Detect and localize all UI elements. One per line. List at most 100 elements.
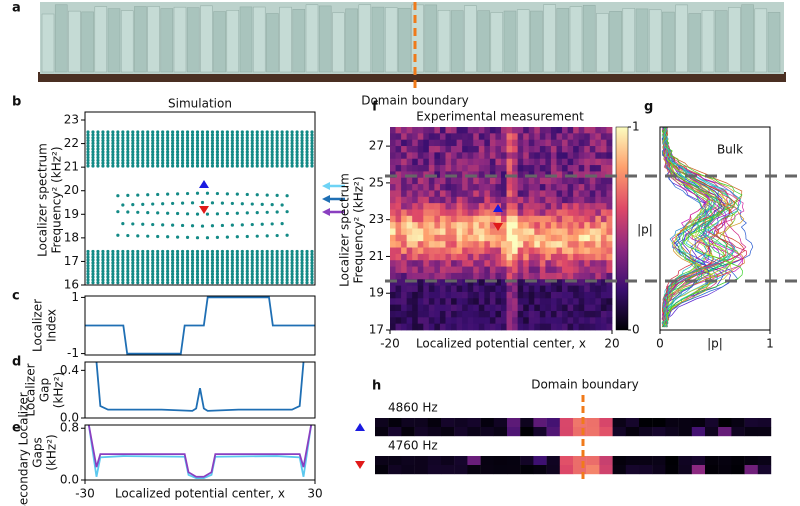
strip-cell bbox=[507, 465, 521, 475]
heat-cell bbox=[545, 247, 552, 255]
dot bbox=[166, 272, 170, 276]
dot bbox=[106, 261, 110, 265]
heat-cell bbox=[417, 203, 424, 210]
heat-cell bbox=[445, 298, 452, 306]
heat-cell bbox=[417, 152, 424, 160]
dot bbox=[290, 261, 294, 265]
dot bbox=[141, 150, 145, 154]
heat-cell bbox=[473, 209, 480, 217]
dot bbox=[245, 138, 249, 143]
dot bbox=[86, 133, 90, 137]
dot bbox=[255, 153, 259, 157]
heat-cell bbox=[451, 291, 457, 299]
photo-block bbox=[662, 11, 675, 73]
heat-cell bbox=[484, 152, 491, 160]
y-axis-label: Secondary Localizer bbox=[17, 392, 31, 506]
heat-cell bbox=[606, 165, 613, 172]
heat-cell bbox=[606, 146, 613, 153]
y-tick-label: 16 bbox=[64, 278, 79, 292]
strip-cell bbox=[520, 427, 534, 437]
heat-cell bbox=[545, 279, 552, 286]
dot bbox=[270, 147, 274, 151]
heat-cell bbox=[550, 266, 557, 274]
dot bbox=[280, 153, 284, 157]
photo-block bbox=[503, 10, 517, 73]
dot bbox=[190, 136, 195, 140]
heat-cell bbox=[600, 310, 607, 318]
heat-cell bbox=[473, 323, 480, 331]
heat-cell bbox=[534, 146, 541, 153]
dot bbox=[86, 147, 90, 151]
dot bbox=[250, 144, 254, 148]
dot bbox=[96, 258, 100, 262]
dot bbox=[86, 275, 90, 279]
dot bbox=[310, 133, 314, 137]
heat-cell bbox=[506, 266, 513, 274]
heat-cell bbox=[489, 158, 496, 166]
dot bbox=[185, 252, 190, 256]
dot bbox=[91, 161, 95, 165]
dot bbox=[310, 150, 314, 154]
heat-cell bbox=[589, 241, 596, 248]
heat-cell bbox=[606, 152, 613, 160]
dot bbox=[136, 264, 140, 268]
heat-cell bbox=[390, 209, 396, 217]
dot bbox=[161, 130, 165, 134]
dot bbox=[280, 147, 284, 151]
heat-cell bbox=[573, 184, 580, 191]
strip-cell bbox=[507, 427, 521, 437]
heat-cell bbox=[528, 323, 535, 331]
dot bbox=[180, 272, 185, 276]
heat-cell bbox=[567, 285, 574, 293]
heat-cell bbox=[512, 260, 519, 267]
heat-cell bbox=[606, 310, 613, 318]
heat-cell bbox=[517, 279, 524, 286]
dot bbox=[230, 144, 234, 148]
dot bbox=[305, 147, 309, 151]
heat-cell bbox=[401, 298, 408, 306]
heat-cell bbox=[417, 184, 424, 191]
dot bbox=[210, 164, 215, 168]
heat-cell bbox=[390, 184, 396, 191]
heat-cell bbox=[484, 203, 491, 210]
dot bbox=[86, 144, 90, 148]
dot bbox=[255, 161, 259, 165]
dot bbox=[250, 153, 254, 157]
dot bbox=[250, 155, 254, 160]
dot bbox=[225, 136, 229, 140]
dot bbox=[225, 252, 229, 256]
heat-cell bbox=[562, 139, 568, 147]
dot bbox=[285, 281, 289, 285]
heat-cell bbox=[506, 323, 513, 331]
photo-block bbox=[450, 10, 464, 73]
heat-cell bbox=[423, 139, 430, 147]
heat-cell bbox=[584, 310, 591, 318]
dot bbox=[225, 258, 229, 262]
heat-cell bbox=[528, 291, 535, 299]
dot bbox=[131, 222, 135, 226]
dot bbox=[275, 161, 279, 165]
photo-block bbox=[543, 4, 556, 73]
strip-cell bbox=[705, 456, 719, 466]
heat-cell bbox=[562, 272, 568, 280]
heat-cell bbox=[528, 317, 535, 325]
data-line bbox=[87, 424, 313, 479]
dot bbox=[176, 272, 180, 276]
heat-cell bbox=[417, 139, 424, 147]
heat-cell bbox=[439, 272, 446, 280]
heat-cell bbox=[484, 234, 491, 242]
dot bbox=[295, 161, 299, 165]
dot bbox=[260, 266, 264, 271]
dot bbox=[240, 264, 244, 268]
dot bbox=[290, 158, 294, 162]
dot bbox=[86, 141, 90, 145]
dot bbox=[146, 193, 150, 197]
dot bbox=[151, 130, 155, 134]
dot bbox=[166, 281, 170, 285]
heat-cell bbox=[478, 165, 485, 172]
dot bbox=[126, 261, 130, 265]
dot bbox=[195, 269, 200, 273]
heat-cell bbox=[589, 272, 596, 280]
dot bbox=[250, 272, 254, 276]
heat-cell bbox=[412, 215, 419, 223]
